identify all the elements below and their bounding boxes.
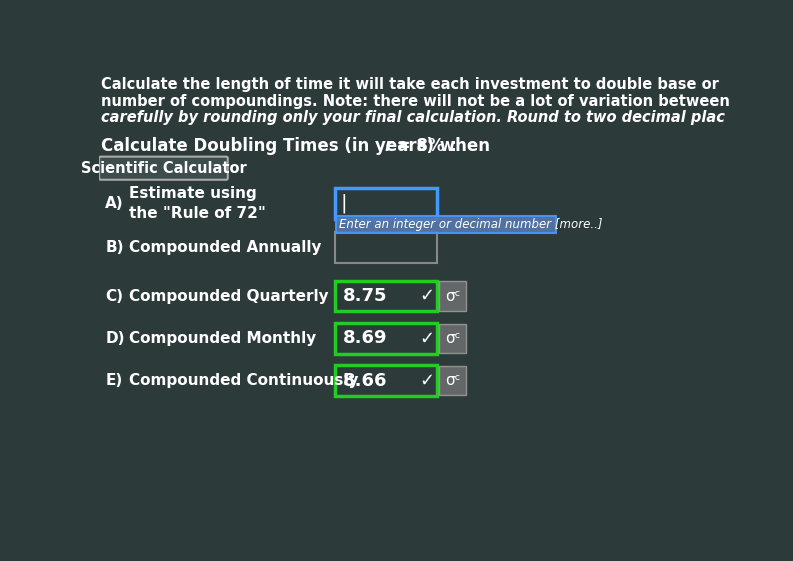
FancyBboxPatch shape (99, 157, 228, 180)
FancyBboxPatch shape (335, 188, 437, 219)
Text: ✓: ✓ (419, 287, 435, 305)
FancyBboxPatch shape (335, 232, 437, 263)
Text: D): D) (105, 331, 125, 346)
FancyBboxPatch shape (439, 324, 466, 353)
FancyBboxPatch shape (335, 216, 557, 233)
Text: A): A) (105, 196, 124, 211)
Text: Compounded Quarterly: Compounded Quarterly (128, 288, 328, 304)
Text: Calculate Doubling Times (in years) when: Calculate Doubling Times (in years) when (101, 137, 496, 155)
Text: C): C) (105, 288, 124, 304)
Text: Estimate using
the "Rule of 72": Estimate using the "Rule of 72" (128, 186, 266, 221)
Text: ✓: ✓ (419, 372, 435, 390)
FancyBboxPatch shape (335, 323, 437, 354)
Text: σᶜ: σᶜ (445, 373, 460, 388)
Text: 8.69: 8.69 (343, 329, 388, 347)
Text: |: | (341, 194, 347, 213)
Text: E): E) (105, 373, 123, 388)
FancyBboxPatch shape (335, 280, 437, 311)
FancyBboxPatch shape (439, 282, 466, 311)
Text: = 8% :: = 8% : (391, 137, 458, 155)
Text: Compounded Monthly: Compounded Monthly (128, 331, 316, 346)
Text: carefully by rounding only your final calculation. Round to two decimal plac: carefully by rounding only your final ca… (101, 111, 725, 126)
Text: Scientific Calculator: Scientific Calculator (81, 160, 247, 176)
Text: Compounded Annually: Compounded Annually (128, 240, 321, 255)
Text: Compounded Continuously: Compounded Continuously (128, 373, 358, 388)
Text: Enter an integer or decimal number [more..]: Enter an integer or decimal number [more… (339, 218, 603, 231)
Text: number of compoundings. Note: there will not be a lot of variation between: number of compoundings. Note: there will… (101, 94, 730, 108)
Text: ✓: ✓ (419, 329, 435, 347)
Text: σᶜ: σᶜ (445, 288, 460, 304)
Text: B): B) (105, 240, 124, 255)
Text: r: r (385, 137, 393, 155)
Text: 8.75: 8.75 (343, 287, 388, 305)
Text: Calculate the length of time it will take each investment to double base or: Calculate the length of time it will tak… (101, 76, 718, 91)
Text: 8.66: 8.66 (343, 372, 388, 390)
FancyBboxPatch shape (439, 366, 466, 396)
FancyBboxPatch shape (335, 365, 437, 396)
Text: σᶜ: σᶜ (445, 331, 460, 346)
